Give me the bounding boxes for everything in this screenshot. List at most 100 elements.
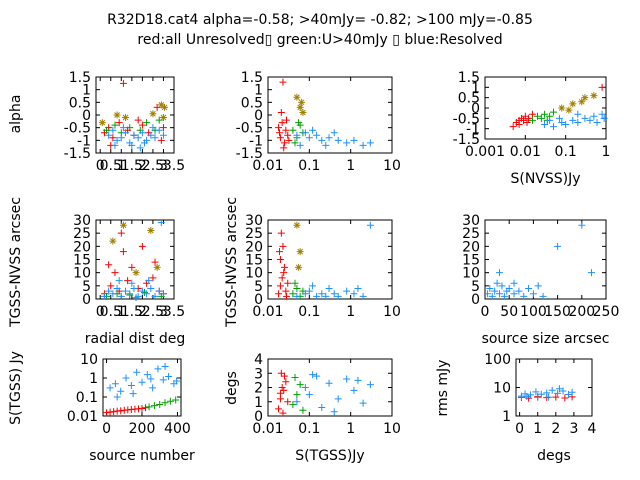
data-point-blue bbox=[128, 279, 136, 287]
data-point-blue bbox=[515, 287, 523, 295]
data-point-blue bbox=[117, 292, 125, 300]
y-tick-label: 0.5 bbox=[241, 95, 263, 111]
data-point-blue bbox=[154, 365, 162, 373]
data-point-blue bbox=[149, 384, 157, 392]
data-point-red bbox=[105, 261, 113, 269]
data-point-olive bbox=[153, 263, 161, 271]
data-point-green bbox=[293, 284, 301, 292]
data-point-blue bbox=[587, 269, 595, 277]
data-point-blue bbox=[330, 290, 338, 298]
data-point-blue bbox=[318, 290, 326, 298]
data-point-red bbox=[276, 282, 284, 290]
data-point-red bbox=[280, 372, 288, 380]
panel-7: 0 200 400 0.01 0.1 1 10 source number S(TGSS) Jy bbox=[8, 351, 195, 464]
data-point-red bbox=[119, 79, 127, 87]
data-point-blue bbox=[574, 118, 582, 126]
y-tick-label: 10 bbox=[245, 266, 263, 282]
data-point-olive bbox=[157, 101, 165, 109]
data-point-green bbox=[126, 124, 134, 132]
x-tick-label: 2 bbox=[138, 304, 147, 320]
data-point-blue bbox=[318, 136, 326, 144]
data-point-blue bbox=[537, 390, 545, 398]
data-point-blue bbox=[554, 242, 562, 250]
x-tick-label: 1.5 bbox=[121, 304, 143, 320]
data-point-red bbox=[142, 404, 150, 412]
figure-title-line1: R32D18.cat4 alpha=-0.58; >40mJy= -0.82; … bbox=[107, 12, 533, 28]
data-point-green bbox=[143, 119, 151, 127]
data-point-blue bbox=[322, 292, 330, 300]
data-point-red bbox=[276, 134, 284, 142]
data-point-blue bbox=[498, 282, 506, 290]
x-tick-label: 0 bbox=[96, 158, 105, 174]
data-point-red bbox=[525, 114, 533, 122]
data-point-green bbox=[533, 112, 541, 120]
data-point-blue bbox=[493, 279, 501, 287]
x-tick-label: 3 bbox=[569, 421, 578, 437]
data-point-olive bbox=[296, 103, 304, 111]
data-point-olive bbox=[147, 227, 155, 235]
data-point-blue bbox=[134, 134, 142, 142]
x-tick-label: 0.01 bbox=[252, 304, 283, 320]
data-point-blue bbox=[568, 388, 576, 396]
data-point-red bbox=[157, 136, 165, 144]
data-point-blue bbox=[359, 141, 367, 149]
data-point-blue bbox=[600, 114, 608, 122]
y-axis-label: TGSS-NVSS arcsec bbox=[8, 197, 24, 328]
y-axis-label: rms mJy bbox=[435, 360, 451, 417]
y-tick-label: 20 bbox=[245, 239, 263, 255]
y-tick-label: 0 bbox=[254, 108, 263, 124]
y-tick-label: 25 bbox=[245, 226, 263, 242]
x-axis-label: radial dist deg bbox=[85, 331, 185, 347]
data-point-red bbox=[279, 242, 287, 250]
data-point-blue bbox=[305, 134, 313, 142]
x-tick-label: 4 bbox=[588, 421, 597, 437]
data-point-blue bbox=[113, 393, 121, 401]
x-axis-label: S(NVSS)Jy bbox=[510, 171, 580, 187]
data-point-green bbox=[289, 126, 297, 134]
x-tick-label: 2.5 bbox=[142, 158, 164, 174]
y-tick-label: 10 bbox=[493, 381, 511, 397]
data-point-blue bbox=[313, 372, 321, 380]
data-point-blue bbox=[115, 277, 123, 285]
y-tick-label: 0 bbox=[82, 292, 91, 308]
data-point-olive bbox=[113, 111, 121, 119]
data-point-green bbox=[296, 381, 304, 389]
data-point-red bbox=[159, 124, 167, 132]
y-tick-label: 30 bbox=[245, 213, 263, 229]
x-tick-label: 0.01 bbox=[252, 421, 283, 437]
data-point-blue bbox=[173, 377, 181, 385]
data-point-blue bbox=[334, 292, 342, 300]
y-axis-label: S(TGSS) Jy bbox=[8, 351, 24, 425]
data-point-red bbox=[528, 110, 536, 118]
data-point-blue bbox=[505, 284, 513, 292]
data-point-green bbox=[293, 391, 301, 399]
data-point-blue bbox=[117, 387, 125, 395]
data-point-blue bbox=[109, 290, 117, 298]
data-point-blue bbox=[334, 136, 342, 144]
data-point-olive bbox=[299, 108, 307, 116]
data-point-olive bbox=[161, 103, 169, 111]
data-point-red bbox=[280, 386, 288, 394]
data-point-blue bbox=[149, 124, 157, 132]
figure-title-line2: red:all Unresolved▯ green:U>40mJy ▯ blue… bbox=[137, 32, 502, 48]
data-point-olive bbox=[296, 248, 304, 256]
data-point-red bbox=[103, 409, 111, 417]
data-point-blue bbox=[520, 292, 528, 300]
data-point-blue bbox=[322, 141, 330, 149]
data-point-blue bbox=[161, 363, 169, 371]
data-point-blue bbox=[483, 290, 491, 298]
data-point-green bbox=[145, 403, 153, 411]
data-point-green bbox=[291, 279, 299, 287]
y-tick-label: 100 bbox=[484, 352, 511, 368]
data-point-blue bbox=[309, 371, 317, 379]
x-tick-label: 200 bbox=[129, 421, 156, 437]
data-point-blue bbox=[133, 368, 141, 376]
data-point-blue bbox=[313, 131, 321, 139]
x-tick-label: 0.01 bbox=[510, 144, 541, 160]
data-point-blue bbox=[138, 129, 146, 137]
data-point-blue bbox=[543, 389, 551, 397]
data-point-green bbox=[111, 121, 119, 129]
data-point-olive bbox=[132, 269, 140, 277]
y-tick-label: -1.5 bbox=[64, 146, 91, 162]
